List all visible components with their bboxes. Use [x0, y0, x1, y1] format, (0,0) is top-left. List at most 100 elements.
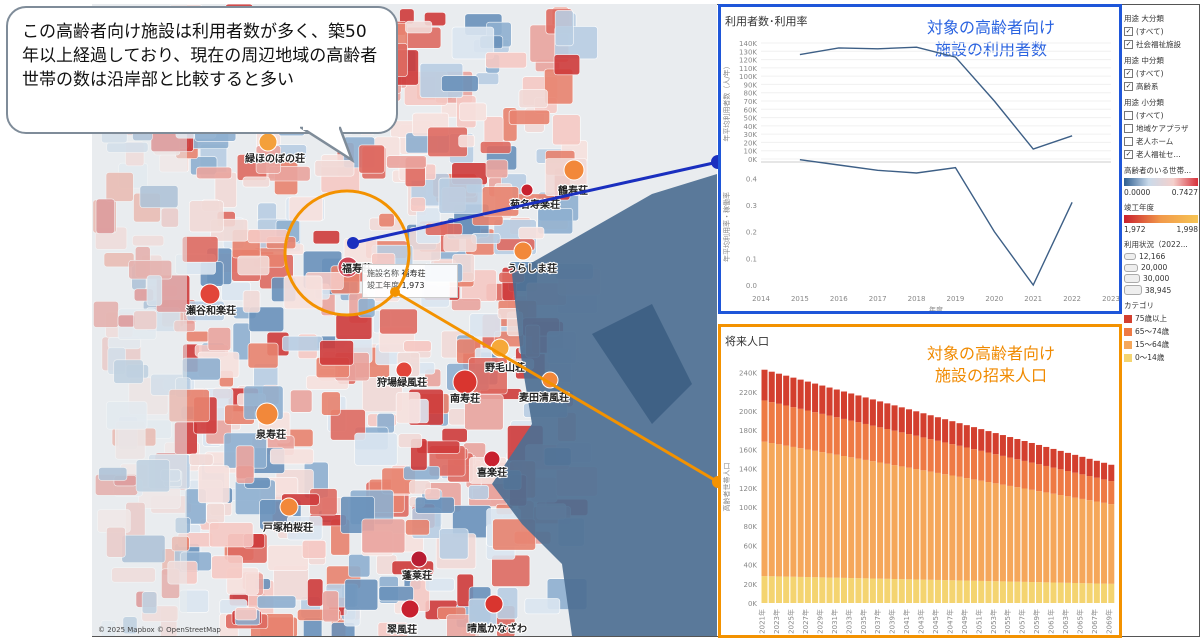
usage-rate-line — [799, 158, 1073, 287]
y-tick-label: 20K — [744, 581, 758, 589]
checkbox-icon[interactable]: ✓ — [1124, 27, 1133, 36]
facility-marker[interactable] — [513, 241, 533, 261]
checkbox-icon[interactable]: ✓ — [1124, 69, 1133, 78]
usage-panel[interactable]: 利用者数･利用率 対象の高齢者向け 施設の利用者数 0K 10K 20K 30K 40K… — [718, 4, 1122, 314]
facility-marker[interactable] — [484, 594, 504, 614]
facility-marker[interactable] — [400, 599, 420, 619]
x-tick-label: 2031年 — [830, 609, 839, 634]
category-legend-title: カテゴリ — [1124, 301, 1154, 310]
checkbox-icon[interactable]: ✓ — [1124, 82, 1133, 91]
population-bar-segment — [848, 457, 855, 579]
map-district — [322, 590, 339, 623]
y-tick-label: 0K — [748, 600, 757, 608]
map-district — [319, 340, 354, 366]
population-bar-segment — [956, 580, 963, 603]
population-bar-segment — [862, 459, 869, 579]
facility-marker[interactable] — [395, 361, 413, 379]
map-district — [314, 159, 355, 177]
filter-checkbox[interactable]: 地域ケアプラザ — [1124, 123, 1198, 134]
population-bar-segment — [783, 445, 790, 577]
usage-title: 利用者数･利用率 — [725, 15, 808, 28]
facility-marker[interactable] — [410, 550, 428, 568]
map-district — [361, 518, 406, 554]
population-bar-segment — [1064, 471, 1071, 497]
population-bar-segment — [826, 577, 833, 603]
population-bar-segment — [920, 579, 927, 603]
map-district — [358, 144, 385, 174]
population-bar-segment — [884, 403, 891, 429]
checkbox-icon[interactable] — [1124, 111, 1133, 120]
population-bar-segment — [761, 369, 768, 401]
checkbox-icon[interactable]: ✓ — [1124, 150, 1133, 159]
y-tick-label: 200K — [739, 408, 757, 416]
filter-checkbox[interactable]: ✓ 高齢系 — [1124, 81, 1198, 92]
population-bar-segment — [942, 442, 949, 475]
facility-marker[interactable] — [563, 159, 585, 181]
population-bar-segment — [1057, 450, 1064, 470]
population-bar-segment — [826, 415, 833, 454]
filter-checkbox[interactable]: ✓ 社会福祉施設 — [1124, 39, 1198, 50]
filter-checkbox[interactable]: ✓ (すべて) — [1124, 68, 1198, 79]
population-bar-segment — [1014, 459, 1021, 488]
category-legend-item: 15～64歳 — [1124, 339, 1198, 350]
x-tick-label: 2023年 — [772, 609, 781, 634]
population-bar-segment — [927, 415, 934, 440]
population-bar-segment — [819, 452, 826, 578]
filter-checkbox[interactable]: ✓ (すべて) — [1124, 26, 1198, 37]
x-tick-label: 2039年 — [888, 609, 897, 634]
map-district — [247, 342, 279, 369]
map-district — [189, 200, 224, 233]
x-tick-label: 2065年 — [1075, 609, 1084, 634]
facility-label: 戸塚柏桜荘 — [263, 521, 313, 534]
population-bar-segment — [819, 413, 826, 453]
facility-marker[interactable] — [199, 283, 221, 305]
facility-label: 麦田清風荘 — [519, 391, 569, 404]
map-district — [537, 207, 574, 235]
population-bar-segment — [905, 409, 913, 435]
population-bar-segment — [978, 580, 985, 603]
population-bar-segment — [999, 455, 1006, 485]
population-bar-segment — [790, 377, 797, 408]
map-district — [196, 166, 233, 180]
category-swatch — [1124, 314, 1132, 323]
population-bar-segment — [1086, 476, 1093, 501]
population-bar-segment — [862, 578, 869, 603]
population-bar-segment — [898, 407, 905, 433]
y-tick-label: 160K — [739, 446, 757, 454]
checkbox-icon[interactable] — [1124, 137, 1133, 146]
map-district — [286, 516, 323, 541]
checkbox-icon[interactable] — [1124, 124, 1133, 133]
population-bar-segment — [1064, 452, 1071, 471]
facility-label: 泉寿荘 — [255, 428, 286, 441]
population-bar-segment — [783, 375, 790, 406]
facility-marker[interactable] — [337, 256, 359, 278]
population-bar-segment — [927, 471, 934, 580]
size-legend-item: 38,945 — [1124, 285, 1198, 295]
facility-marker[interactable] — [483, 450, 501, 468]
map-district — [458, 134, 476, 148]
facility-marker[interactable] — [520, 183, 534, 197]
future-panel[interactable]: 将来人口 対象の高齢者向け 施設の招来人口 0K 20K 40K 60K 80K 100K… — [718, 324, 1122, 638]
x-tick-label: 2051年 — [974, 609, 983, 634]
facility-marker[interactable] — [255, 402, 279, 426]
population-bar-segment — [1028, 582, 1035, 603]
year-max: 1,998 — [1176, 225, 1198, 234]
facility-marker[interactable] — [452, 369, 478, 395]
y-tick-label: 30K — [744, 131, 758, 139]
filter-checkbox[interactable]: 老人ホーム — [1124, 136, 1198, 147]
checkbox-icon[interactable]: ✓ — [1124, 40, 1133, 49]
population-bar-segment — [1028, 489, 1035, 583]
map-district — [377, 622, 409, 636]
facility-marker[interactable] — [279, 497, 299, 517]
y-axis-label-rate: 年平均利用率・稼働率 — [722, 192, 731, 262]
population-bar-segment — [898, 432, 905, 467]
filter-checkbox[interactable]: (すべて) — [1124, 110, 1198, 121]
filter-checkbox[interactable]: ✓ 老人福祉セ... — [1124, 149, 1198, 160]
population-bar-segment — [797, 448, 804, 577]
x-tick-label: 2069年 — [1104, 609, 1113, 634]
population-bar-segment — [848, 393, 855, 421]
population-bar-segment — [855, 395, 862, 423]
population-bar-segment — [934, 440, 941, 473]
legend-panel: 用途 大分類 ✓ (すべて) ✓ 社会福祉施設 用途 中分類 ✓ (すべて) ✓ 高齢系 用… — [1124, 8, 1198, 365]
map-district — [485, 52, 527, 69]
